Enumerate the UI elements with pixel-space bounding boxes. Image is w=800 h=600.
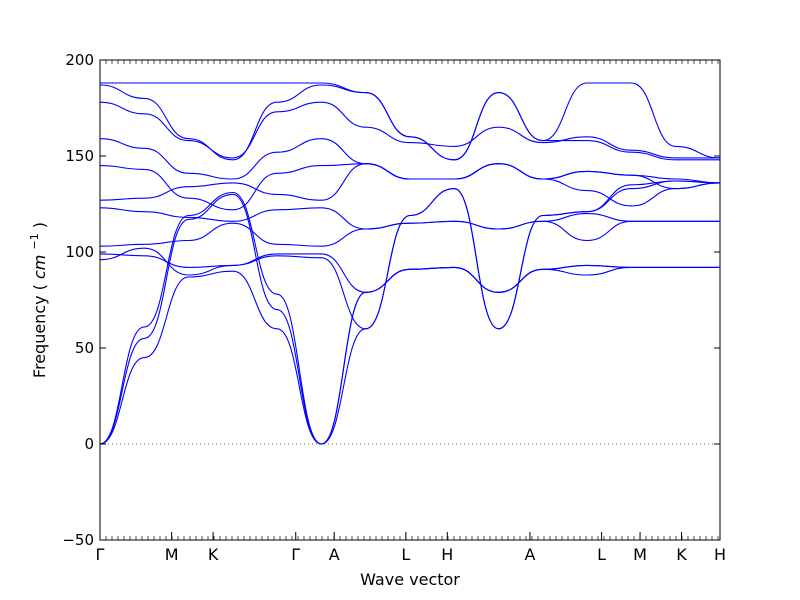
- x-tick-label: K: [208, 545, 219, 564]
- band-11: [99, 101, 720, 159]
- band-7: [99, 207, 720, 230]
- band-5: [99, 253, 720, 293]
- series-layer: [99, 82, 721, 445]
- x-tick-label: H: [441, 545, 453, 564]
- x-tick-label: M: [633, 545, 647, 564]
- y-tick-label: 100: [65, 243, 94, 261]
- x-tick-label: Γ: [291, 545, 300, 564]
- x-tick-label: L: [401, 545, 410, 564]
- minor-tick-layer: [105, 60, 719, 540]
- plot-frame: [99, 59, 721, 541]
- x-tick-label: L: [597, 545, 606, 564]
- y-axis-label-unit: cm: [30, 255, 49, 279]
- x-tick-label: H: [714, 545, 726, 564]
- x-axis-label: Wave vector: [360, 570, 460, 589]
- x-tick-label: Γ: [96, 545, 105, 564]
- y-axis-label-unit-exp: −1: [28, 233, 41, 249]
- band-13: [100, 82, 721, 161]
- x-tick-label: M: [165, 545, 179, 564]
- y-tick-label: −50: [62, 531, 94, 549]
- band-10: [99, 138, 721, 184]
- y-tick-label: 150: [65, 147, 94, 165]
- x-tick-label: K: [676, 545, 687, 564]
- y-tick-label: 50: [75, 339, 94, 357]
- x-tick-label: A: [329, 545, 340, 564]
- y-tick-label: 200: [65, 51, 94, 69]
- y-axis-label: Frequency ( cm −1 ): [23, 222, 49, 378]
- y-tick-label: 0: [84, 435, 94, 453]
- y-axis-label-text: Frequency: [30, 295, 49, 378]
- plot-area: [100, 60, 720, 540]
- x-tick-label: A: [524, 545, 535, 564]
- band-4: [99, 180, 721, 330]
